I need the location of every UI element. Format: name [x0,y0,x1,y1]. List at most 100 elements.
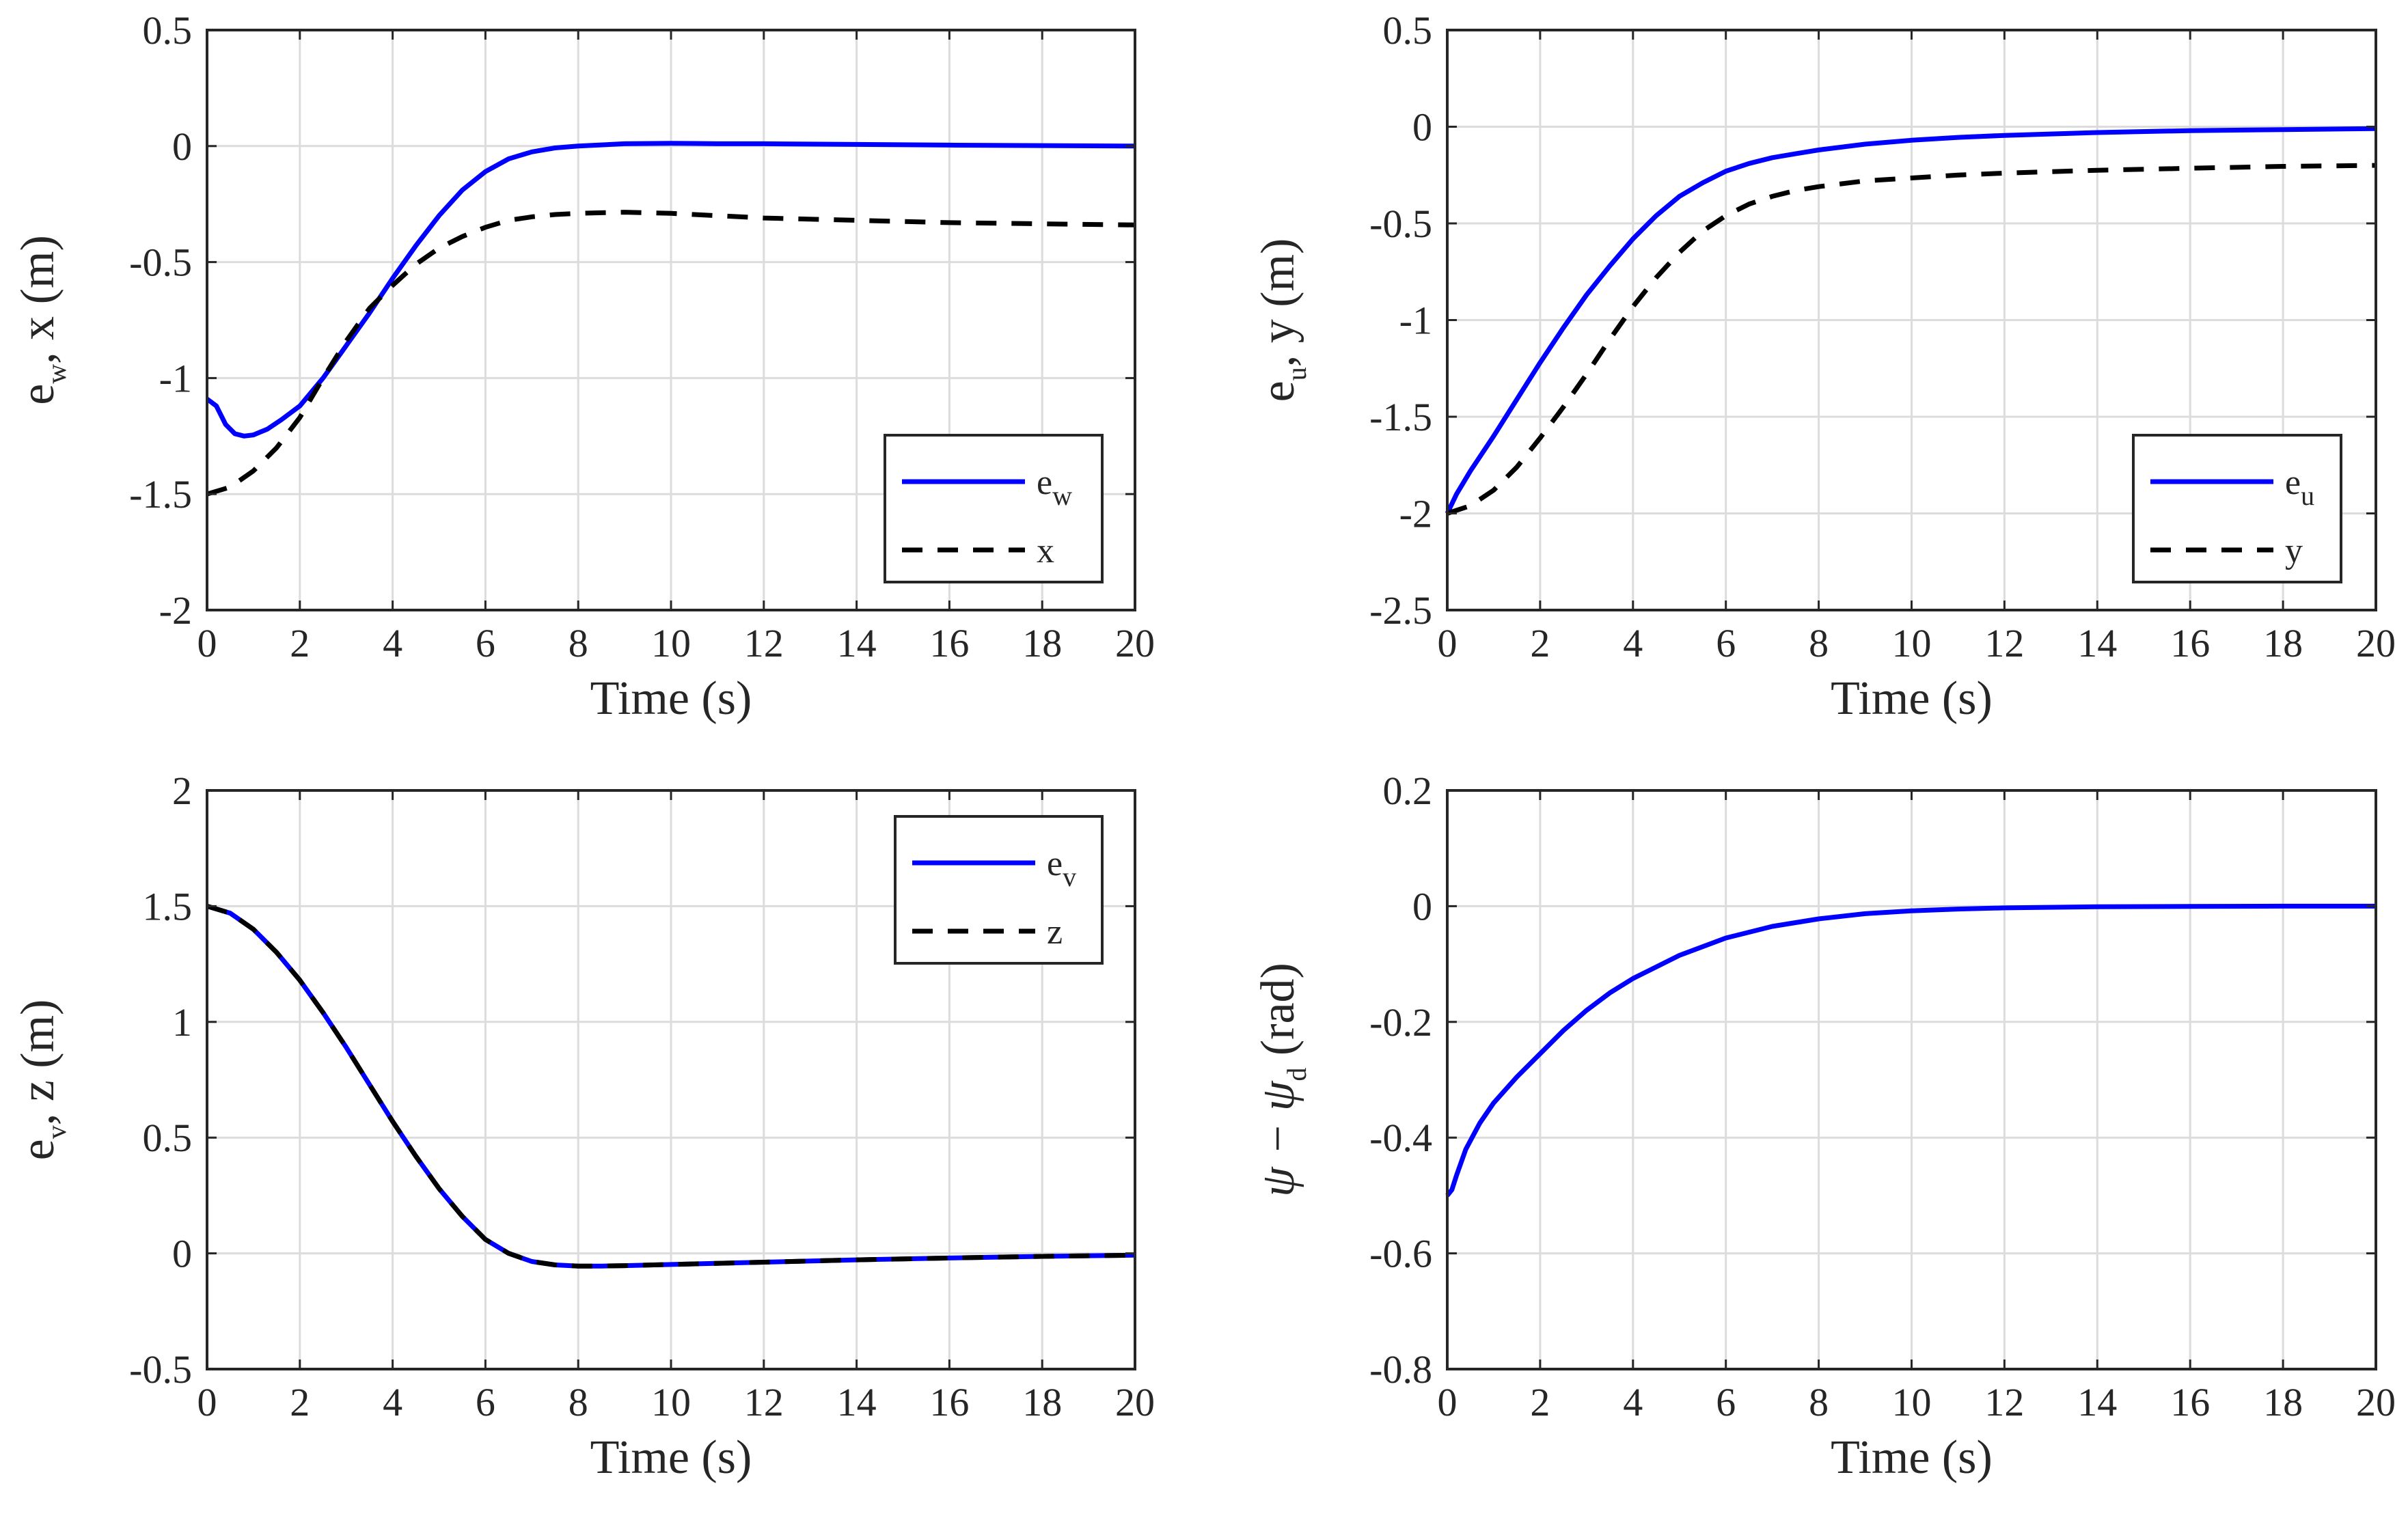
y-tick-label: -0.8 [1369,1347,1432,1392]
x-tick-label: 18 [1022,621,1062,665]
y-tick-label: -1 [159,356,192,400]
x-tick-label: 18 [2263,1380,2303,1424]
x-tick-label: 6 [1716,1380,1736,1424]
x-tick-label: 18 [2263,621,2303,665]
x-tick-label: 20 [2356,1380,2396,1424]
y-axis-label: eu, y (m) [1252,238,1312,402]
x-tick-label: 16 [2170,1380,2210,1424]
x-tick-label: 10 [651,621,691,665]
x-tick-label: 2 [1530,621,1550,665]
y-tick-label: -1 [1399,299,1432,343]
x-axis-label: Time (s) [1831,672,1993,725]
y-tick-label: 0 [1412,105,1432,150]
x-tick-label: 10 [651,1380,691,1424]
legend-label-x: x [1037,532,1054,570]
x-tick-label: 10 [1892,1380,1932,1424]
y-axis-label: ew, x (m) [12,235,72,405]
legend-box [884,434,1104,583]
y-tick-label: 0 [1412,884,1432,928]
x-tick-label: 14 [2077,621,2117,665]
y-tick-label: 1 [172,1000,192,1045]
legend-label-z: z [1047,913,1063,952]
x-tick-label: 10 [1892,621,1932,665]
series-line-y [1446,163,2377,516]
series-line-x [206,210,1136,497]
legend-box [2132,434,2342,583]
x-tick-label: 18 [1022,1380,1062,1424]
y-tick-label: -1.5 [1369,395,1432,439]
legend-label-e_v: ev [1047,844,1076,892]
x-tick-label: 2 [1530,1380,1550,1424]
series-line-psi-psi_d [1445,903,2376,1198]
y-tick-label: 2 [172,769,192,813]
x-axis-label: Time (s) [590,1431,752,1484]
x-tick-label: 12 [1984,621,2024,665]
x-tick-label: 2 [290,1380,310,1424]
x-tick-label: 20 [1115,1380,1155,1424]
x-tick-label: 12 [744,1380,784,1424]
x-tick-label: 4 [383,1380,402,1424]
series-line-z [206,904,1136,1269]
x-tick-label: 14 [2077,1380,2117,1424]
y-tick-label: 0.5 [143,8,193,53]
x-tick-label: 0 [1438,1380,1458,1424]
x-tick-label: 20 [1115,621,1155,665]
legend-box [894,815,1104,965]
legend-label-e_w: ew [1037,463,1072,511]
x-tick-label: 14 [837,621,877,665]
x-tick-label: 6 [1716,621,1736,665]
y-tick-label: -0.5 [129,1347,192,1392]
x-axis-label: Time (s) [1831,1431,1993,1484]
legend: ev z [894,815,1104,965]
y-axis-label: ev, z (m) [12,999,72,1161]
y-tick-label: -0.6 [1369,1232,1432,1276]
x-tick-label: 4 [383,621,402,665]
x-tick-label: 16 [2170,621,2210,665]
x-tick-label: 6 [476,621,495,665]
series-line-e_u [1445,126,2377,515]
x-tick-label: 8 [569,1380,588,1424]
x-tick-label: 0 [1438,621,1458,665]
legend-label-y: y [2285,532,2303,570]
legend: eu y [2132,434,2342,583]
y-tick-label: -0.2 [1369,1000,1432,1045]
y-tick-label: -0.4 [1369,1116,1432,1160]
x-tick-label: 2 [290,621,310,665]
panel-2: 0 2 4 6 8 10 12 14 16 18 20 -2.5 -2 -1.5 -1 -0.5 0 0.5 Tim… [1252,8,2396,725]
y-tick-label: -2 [1399,492,1432,536]
panel-1: 0 2 4 6 8 10 12 14 16 18 20 -2 -1.5 -1 -0.5 0 0.5 Time (s… [12,8,1155,725]
y-tick-label: -0.5 [129,240,192,285]
x-tick-label: 12 [1984,1380,2024,1424]
x-tick-label: 8 [1809,1380,1829,1424]
x-tick-label: 4 [1623,1380,1643,1424]
y-tick-label: 0 [172,124,192,169]
y-axis-label: ψ − ψd (rad) [1252,963,1312,1197]
series-line-e_w [205,141,1136,439]
x-tick-label: 8 [1809,621,1829,665]
y-tick-label: 1.5 [143,884,193,928]
x-tick-label: 16 [929,621,969,665]
x-tick-label: 16 [929,1380,969,1424]
y-tick-label: -2 [159,588,192,633]
legend: ew x [884,434,1104,583]
panel-4: 0 2 4 6 8 10 12 14 16 18 20 -0.8 -0.6 -0.4 -0.2 0 0.2 Tim… [1252,769,2396,1484]
x-tick-label: 0 [197,621,217,665]
x-tick-label: 6 [476,1380,495,1424]
y-tick-label: 0.5 [1383,8,1433,53]
legend-label-e_u: eu [2285,463,2314,511]
x-tick-label: 14 [837,1380,877,1424]
y-tick-label: -0.5 [1369,202,1432,246]
x-tick-label: 20 [2356,621,2396,665]
x-tick-label: 12 [744,621,784,665]
x-tick-label: 8 [569,621,588,665]
y-tick-label: 0 [172,1232,192,1276]
y-tick-label: 0.5 [143,1116,193,1160]
x-tick-label: 4 [1623,621,1643,665]
y-tick-label: 0.2 [1383,769,1433,813]
y-tick-label: -1.5 [129,472,192,516]
x-axis-label: Time (s) [590,672,752,725]
x-tick-label: 0 [197,1380,217,1424]
y-tick-label: -2.5 [1369,588,1432,633]
